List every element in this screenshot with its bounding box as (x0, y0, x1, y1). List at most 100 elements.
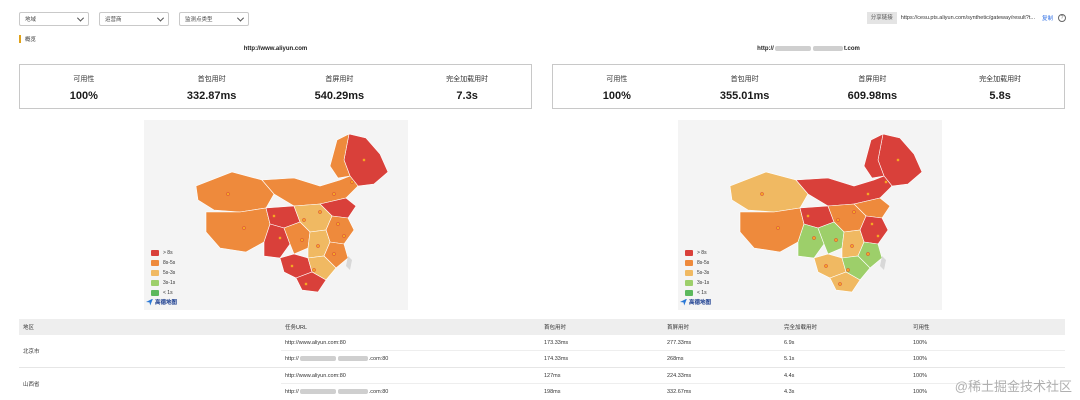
legend-label: > 8s (163, 250, 173, 256)
metric-value: 7.3s (456, 90, 478, 102)
first-packet-cell: 198ms (544, 389, 561, 395)
column-header-full-load[interactable]: 完全加载用时 (784, 325, 818, 331)
legend-label: > 8s (697, 250, 707, 256)
metric-value: 100% (69, 90, 98, 102)
metric-first-screen: 首屏用时 609.98ms (809, 65, 937, 108)
carrier-select-label: 运营商 (105, 17, 122, 23)
carrier-select[interactable]: 运营商 (99, 12, 169, 26)
legend-item[interactable]: 5s-3s (685, 268, 709, 278)
legend-item[interactable]: > 8s (151, 248, 175, 258)
legend-item[interactable]: < 1s (685, 288, 709, 298)
map-legend: > 8s 8s-5s 5s-3s 3s-1s < 1s (685, 248, 709, 298)
right-metrics-box: 可用性 100% 首包用时 355.01ms 首屏用时 609.98ms 完全加载用时… (552, 64, 1065, 109)
share-link-bar: 分享链接 https://cesu.pts.aliyun.com/synthet… (866, 12, 1066, 24)
legend-swatch (151, 290, 159, 296)
full-load-cell: 4.4s (784, 372, 795, 379)
legend-label: 3s-1s (163, 280, 176, 286)
map-legend: > 8s 8s-5s 5s-3s 3s-1s < 1s (151, 248, 175, 298)
share-link-url[interactable]: https://cesu.pts.aliyun.com/synthetic/ga… (900, 15, 1035, 21)
redacted-text (774, 46, 811, 51)
gaode-logo-icon (680, 298, 687, 306)
first-packet-cell: 127ms (544, 372, 561, 379)
full-load-cell: 4.3s (784, 389, 795, 395)
legend-label: 8s-5s (163, 260, 176, 266)
legend-item[interactable]: 8s-5s (151, 258, 175, 268)
map-graphic (729, 133, 923, 293)
table-row[interactable]: http://www.aliyun.com:80 127ms 224.33ms … (281, 368, 1065, 384)
availability-cell: 100% (913, 339, 928, 346)
metric-value: 355.01ms (719, 90, 770, 102)
first-screen-cell: 277.33ms (667, 339, 692, 346)
metric-label: 完全加载用时 (979, 76, 1022, 83)
metric-value: 5.8s (989, 90, 1011, 102)
metric-availability: 可用性 100% (20, 65, 148, 108)
help-icon[interactable]: ? (1058, 14, 1066, 22)
redacted-text (299, 389, 336, 395)
overview-section-title: 概览 (19, 35, 36, 43)
metric-label: 可用性 (606, 76, 628, 83)
column-header-task-url[interactable]: 任务URL (285, 325, 308, 331)
metric-label: 首屏用时 (325, 76, 354, 83)
section-accent-bar (19, 35, 21, 43)
metric-first-packet: 首包用时 355.01ms (681, 65, 809, 108)
region-select[interactable]: 地域 (19, 12, 89, 26)
legend-swatch (151, 280, 159, 286)
metric-label: 首包用时 (730, 76, 759, 83)
column-header-first-screen[interactable]: 首屏用时 (667, 325, 690, 331)
first-packet-cell: 174.33ms (544, 356, 569, 362)
legend-swatch (151, 270, 159, 276)
table-row[interactable]: http:// .com:80 174.33ms 268ms 5.1s 100% (281, 351, 1065, 367)
legend-item[interactable]: 3s-1s (685, 278, 709, 288)
metric-value: 540.29ms (314, 90, 365, 102)
map-brand-logo: 高德地图 (146, 298, 177, 306)
legend-item[interactable]: > 8s (685, 248, 709, 258)
legend-swatch (685, 290, 693, 296)
left-site-panel: http://www.aliyun.com 可用性 100% 首包用时 332.87… (19, 46, 532, 109)
region-results-table: 地区 任务URL 首包用时 首屏用时 完全加载用时 可用性 北京市 http:/… (19, 319, 1065, 400)
task-url-cell: http:// .com:80 (281, 389, 540, 395)
column-header-region[interactable]: 地区 (23, 325, 35, 331)
right-site-panel: http:// t.com 可用性 100% 首包用时 355.01ms 首屏用时 60… (552, 46, 1065, 109)
first-screen-cell: 224.33ms (667, 372, 692, 379)
metric-label: 可用性 (73, 76, 95, 83)
legend-label: 8s-5s (697, 260, 710, 266)
legend-item[interactable]: 5s-3s (151, 268, 175, 278)
overview-label: 概览 (25, 37, 37, 43)
metric-label: 首包用时 (197, 76, 226, 83)
table-row[interactable]: http:// .com:80 198ms 332.67ms 4.3s 100% (281, 384, 1065, 400)
legend-item[interactable]: < 1s (151, 288, 175, 298)
redacted-text (337, 389, 368, 395)
legend-item[interactable]: 3s-1s (151, 278, 175, 288)
legend-item[interactable]: 8s-5s (685, 258, 709, 268)
probe-type-select-label: 监测点类型 (185, 17, 213, 23)
gaode-logo-icon (146, 298, 153, 306)
table-row[interactable]: http://www.aliyun.com:80 173.33ms 277.33… (281, 335, 1065, 351)
left-site-url: http://www.aliyun.com (243, 46, 308, 52)
left-china-map[interactable]: > 8s 8s-5s 5s-3s 3s-1s < 1s 高德地图 (144, 120, 408, 310)
redacted-text (812, 46, 843, 51)
probe-type-select[interactable]: 监测点类型 (179, 12, 249, 26)
map-graphic (195, 133, 389, 293)
share-link-label: 分享链接 (866, 12, 897, 24)
chevron-down-icon (236, 14, 245, 22)
availability-cell: 100% (913, 356, 928, 362)
right-site-url: http:// t.com (552, 46, 1065, 58)
legend-swatch (151, 260, 159, 266)
region-cell: 山西省 (23, 382, 40, 388)
metric-label: 首屏用时 (858, 76, 887, 83)
full-load-cell: 5.1s (784, 356, 795, 362)
left-metrics-box: 可用性 100% 首包用时 332.87ms 首屏用时 540.29ms 完全加载用时… (19, 64, 532, 109)
url-prefix: http:// (285, 389, 299, 395)
copy-link-button[interactable]: 复制 (1041, 16, 1053, 22)
column-header-first-packet[interactable]: 首包用时 (544, 325, 567, 331)
right-china-map[interactable]: > 8s 8s-5s 5s-3s 3s-1s < 1s 高德地图 (678, 120, 942, 310)
task-url-cell: http://www.aliyun.com:80 (285, 372, 346, 379)
table-row-group: 山西省 http://www.aliyun.com:80 127ms 224.3… (19, 368, 1065, 400)
availability-cell: 100% (913, 389, 928, 395)
metric-value: 332.87ms (186, 90, 237, 102)
metric-full-load: 完全加载用时 7.3s (403, 65, 531, 108)
legend-label: < 1s (163, 290, 173, 296)
metric-value: 609.98ms (847, 90, 898, 102)
column-header-availability[interactable]: 可用性 (913, 325, 930, 331)
url-suffix: .com:80 (368, 389, 389, 395)
